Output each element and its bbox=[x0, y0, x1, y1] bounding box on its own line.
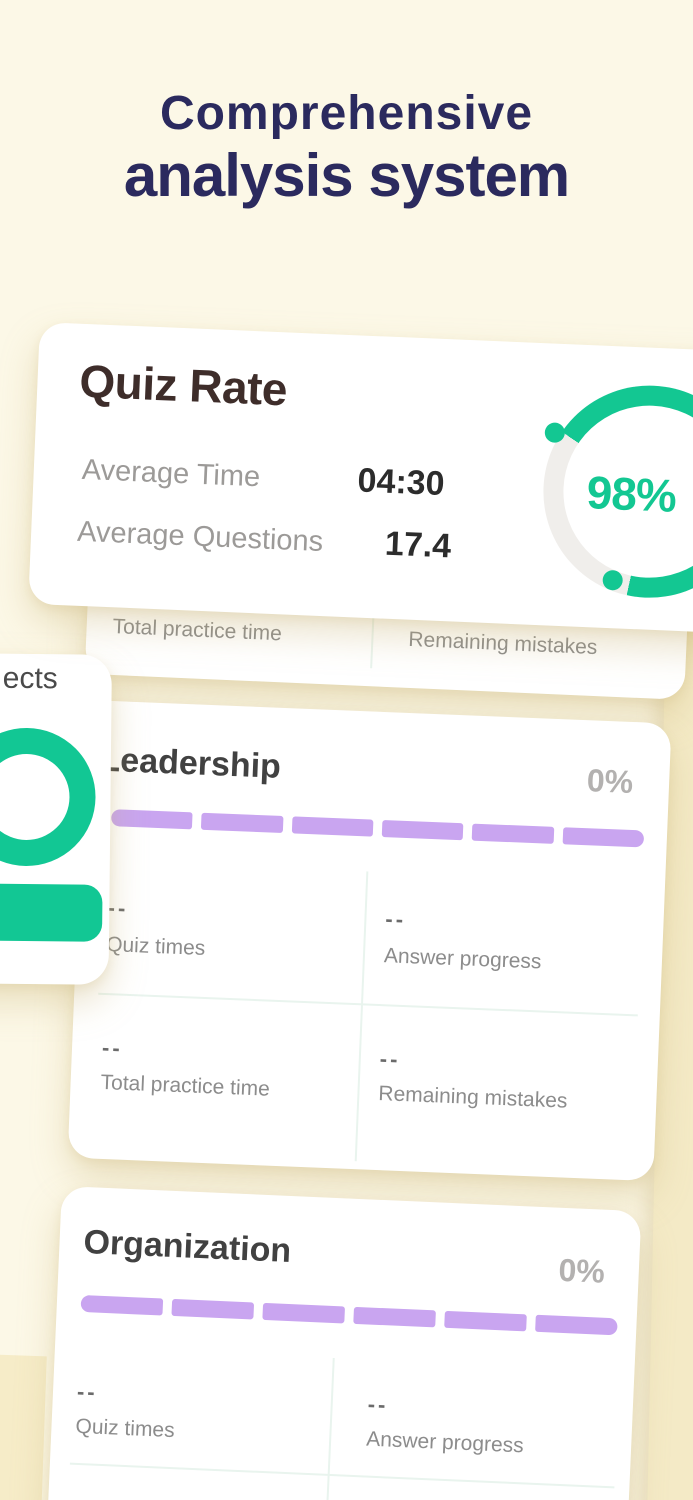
progress-bar-segment bbox=[201, 812, 284, 833]
headline: Comprehensive analysis system bbox=[0, 84, 693, 207]
quiz-rate-card: Quiz Rate Average Time 04:30 Average Que… bbox=[28, 322, 693, 634]
progress-bar-segment bbox=[444, 1310, 527, 1332]
card-title: Quiz Rate bbox=[78, 354, 289, 416]
progress-bar-segment bbox=[535, 1314, 618, 1336]
stat-label-answer-progress: Answer progress bbox=[365, 1427, 525, 1458]
count-digit-shape bbox=[0, 883, 103, 942]
progress-bar-segment bbox=[353, 1306, 436, 1328]
stat-label-average-questions: Average Questions bbox=[76, 515, 324, 559]
background-bottom-wedge bbox=[0, 1353, 47, 1500]
progress-bar-segment bbox=[110, 809, 193, 830]
divider bbox=[354, 871, 369, 1162]
stat-value-average-time: 04:30 bbox=[356, 461, 446, 504]
headline-line2: analysis system bbox=[123, 142, 570, 209]
stat-value: -- bbox=[101, 1034, 124, 1061]
progress-bar-segment bbox=[471, 823, 554, 844]
divider bbox=[321, 1357, 335, 1500]
progress-percent: 98% bbox=[585, 466, 677, 522]
stat-value: -- bbox=[76, 1378, 99, 1405]
progress-bar-segment bbox=[171, 1298, 255, 1320]
stat-label-total-practice-time: Total practice time bbox=[100, 1070, 271, 1101]
subjects-card: ects 2 bbox=[0, 652, 112, 985]
card-title-clipped: ects bbox=[2, 661, 58, 696]
card-title: Leadership bbox=[98, 740, 282, 786]
progress-bar-segment bbox=[291, 816, 374, 837]
stat-label-remaining-mistakes: Remaining mistakes bbox=[407, 627, 598, 660]
stat-value: -- bbox=[379, 1046, 401, 1072]
percent-value: 0% bbox=[586, 762, 634, 801]
progress-bar bbox=[80, 1294, 618, 1336]
divider bbox=[98, 992, 638, 1017]
stat-value: -- bbox=[107, 895, 129, 921]
leadership-card: Leadership 0% -- Quiz times -- Answer pr… bbox=[67, 700, 672, 1182]
stat-label-total-practice-time: Total practice time bbox=[112, 614, 283, 646]
organization-card: Organization 0% -- Quiz times -- Answer … bbox=[43, 1186, 642, 1500]
headline-line1: Comprehensive bbox=[159, 87, 534, 140]
progress-bar-segment bbox=[80, 1294, 164, 1316]
progress-bar-segment bbox=[381, 819, 464, 841]
percent-value: 0% bbox=[557, 1251, 606, 1290]
progress-bar bbox=[110, 809, 645, 848]
stat-value: -- bbox=[384, 906, 407, 933]
stat-label-quiz-times: Quiz times bbox=[75, 1414, 176, 1443]
divider bbox=[69, 1462, 615, 1489]
stat-value-average-questions: 17.4 bbox=[384, 524, 452, 566]
stat-label-remaining-mistakes: Remaining mistakes bbox=[377, 1082, 568, 1113]
card-title: Organization bbox=[82, 1223, 293, 1271]
count-digit-shape bbox=[0, 727, 97, 867]
stat-value: -- bbox=[367, 1391, 389, 1418]
progress-bar-segment bbox=[262, 1302, 346, 1324]
progress-bar-segment bbox=[562, 827, 645, 848]
stat-label-answer-progress: Answer progress bbox=[383, 944, 542, 974]
stat-label-average-time: Average Time bbox=[81, 453, 261, 494]
stat-label-quiz-times: Quiz times bbox=[105, 933, 206, 960]
